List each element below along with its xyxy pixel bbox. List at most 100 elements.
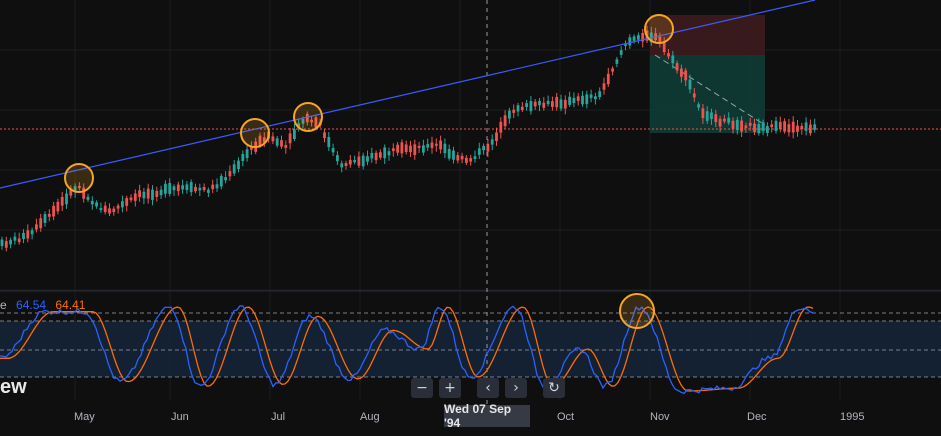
candle-body — [447, 148, 451, 159]
candle-body — [434, 143, 438, 146]
zoom-out-button[interactable]: − — [411, 378, 433, 398]
candle-body — [331, 148, 335, 153]
candle-body — [477, 148, 481, 155]
x-tick-label: Dec — [747, 411, 767, 423]
candle-body — [215, 184, 219, 189]
candle-body — [103, 205, 107, 213]
candle-body — [95, 202, 98, 207]
candle-body — [13, 236, 17, 241]
candle-body — [637, 35, 640, 40]
candle-body — [495, 132, 498, 141]
candle-body — [783, 121, 786, 132]
candle-body — [172, 186, 176, 191]
x-tick-label: Jul — [271, 411, 286, 423]
candle-body — [482, 145, 485, 151]
candle-body — [774, 120, 778, 131]
oscillator-k-line — [0, 305, 814, 395]
candle-body — [809, 124, 812, 134]
candle-body — [563, 99, 567, 109]
candle-body — [705, 111, 709, 121]
scroll-left-button[interactable]: ‹ — [477, 378, 499, 398]
candle-body — [727, 117, 731, 123]
touch-highlight-circle — [644, 14, 674, 44]
candle-body — [138, 190, 141, 198]
candle-body — [404, 144, 408, 152]
candle-body — [73, 186, 77, 192]
candle-body — [469, 158, 473, 162]
candle-body — [202, 187, 206, 190]
candle-body — [589, 94, 593, 99]
candle-body — [22, 232, 25, 239]
candle-body — [430, 142, 434, 148]
candle-body — [624, 43, 627, 46]
candle-body — [262, 137, 266, 143]
candle-body — [370, 153, 374, 159]
candle-body — [619, 50, 623, 55]
candle-body — [804, 122, 808, 131]
zoom-in-button[interactable]: + — [439, 378, 461, 398]
candle-body — [766, 126, 769, 133]
touch-highlight-circle — [293, 102, 323, 132]
candle-body — [305, 113, 309, 123]
candle-body — [0, 239, 4, 247]
candle-body — [692, 93, 696, 98]
candle-body — [413, 144, 417, 155]
candle-body — [245, 149, 249, 159]
candle-body — [628, 37, 632, 46]
candle-body — [585, 94, 589, 105]
candle-body — [301, 119, 305, 124]
candle-body — [39, 218, 43, 229]
candle-body — [439, 140, 442, 150]
candle-body — [675, 63, 679, 71]
candle-body — [594, 96, 597, 100]
candle-body — [90, 200, 94, 205]
candle-body — [323, 132, 326, 139]
candle-body — [232, 164, 236, 174]
candle-body — [56, 201, 60, 212]
candle-body — [310, 119, 313, 123]
candle-body — [757, 124, 761, 134]
candle-body — [211, 184, 215, 190]
candle-body — [26, 230, 30, 239]
candle-body — [69, 188, 73, 196]
candle-body — [280, 140, 283, 147]
candle-body — [396, 144, 399, 153]
candle-body — [125, 198, 129, 206]
reset-chart-button[interactable]: ↻ — [543, 378, 565, 398]
candle-body — [297, 123, 301, 129]
candle-body — [761, 122, 765, 131]
scroll-right-button[interactable]: › — [505, 378, 527, 398]
candle-body — [512, 109, 516, 113]
crosshair-date-label: Wed 07 Sep '94 — [444, 402, 530, 430]
candle-body — [684, 70, 688, 81]
candle-body — [237, 160, 240, 170]
candle-body — [176, 184, 180, 192]
candle-body — [632, 36, 636, 41]
candle-body — [181, 185, 184, 190]
candle-body — [35, 224, 38, 230]
candle-body — [499, 121, 503, 133]
candle-body — [731, 120, 735, 129]
candle-body — [374, 152, 378, 161]
candle-body — [426, 143, 430, 148]
legend-d-value: 64.41 — [55, 298, 86, 312]
candle-body — [47, 213, 51, 217]
candle-body — [770, 124, 774, 128]
candle-body — [250, 146, 253, 150]
candle-body — [400, 142, 404, 154]
candle-body — [258, 135, 262, 146]
candle-body — [82, 187, 86, 199]
candle-body — [748, 122, 752, 126]
candle-body — [791, 121, 795, 133]
x-tick-label: Nov — [650, 411, 670, 423]
x-tick-label: Jun — [171, 411, 189, 423]
candle-body — [688, 79, 692, 90]
candle-body — [198, 187, 202, 191]
candle-body — [361, 155, 365, 167]
candle-body — [490, 139, 494, 145]
candle-body — [383, 147, 387, 159]
legend-k-value: 64.54 — [16, 298, 47, 312]
candle-body — [146, 188, 150, 199]
